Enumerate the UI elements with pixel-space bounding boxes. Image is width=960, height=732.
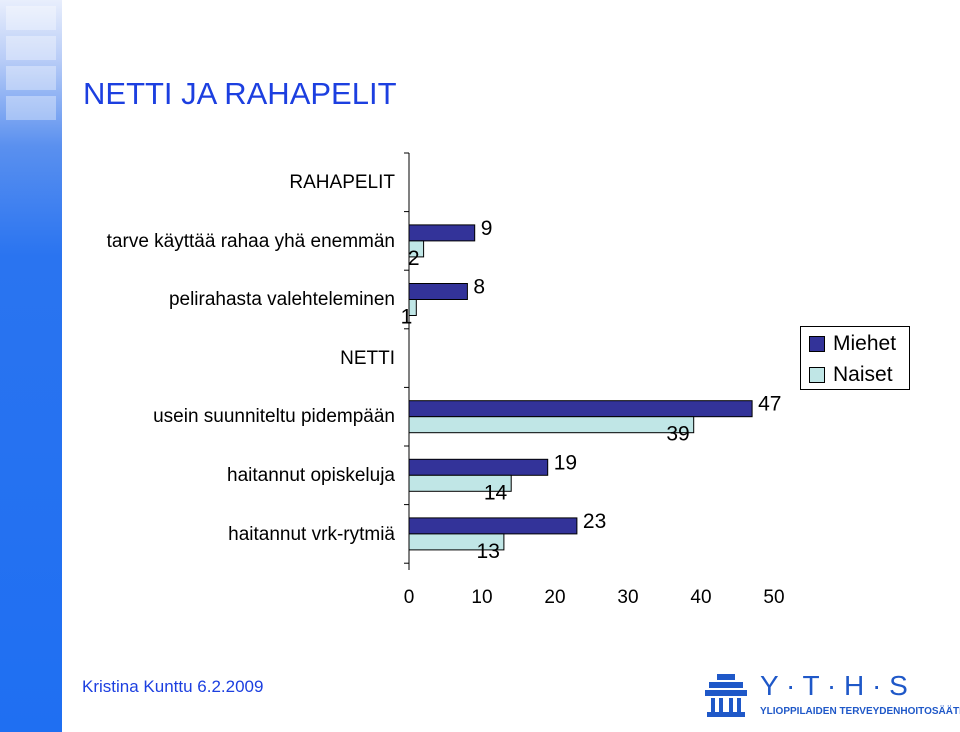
bar-miehet-haitannut-opiskeluja: [408, 458, 549, 476]
legend-item-naiset: Naiset: [809, 363, 893, 387]
data-label-naiset-haitannut-opiskeluja: 14: [484, 481, 508, 504]
data-label-naiset-tarve-käyttää-rahaa-yhä-enemmän: 2: [408, 247, 420, 270]
yths-logo-subtitle: YLIOPPILAIDEN TERVEYDENHOITOSÄÄTIÖ: [760, 706, 960, 717]
left-decorative-band: [0, 0, 62, 732]
legend-swatch-miehet: [809, 336, 825, 352]
slide-title: NETTI JA RAHAPELIT: [83, 76, 397, 111]
category-label-netti: NETTI: [340, 348, 395, 369]
category-label-pidempaan: usein suunniteltu pidempään: [153, 406, 395, 427]
bar-naiset-haitannut-vrk-rytmiä: [408, 533, 505, 551]
x-tick-label: 50: [763, 587, 784, 608]
bar-naiset-usein-suunniteltu-pidempään: [408, 416, 695, 434]
x-tick-label: 30: [617, 587, 638, 608]
legend-item-miehet: Miehet: [809, 332, 896, 356]
bar-naiset-tarve-käyttää-rahaa-yhä-enemmän: [408, 240, 425, 258]
bar-miehet-tarve-käyttää-rahaa-yhä-enemmän: [408, 224, 476, 242]
data-label-miehet-pelirahasta-valehteleminen: 8: [473, 276, 485, 299]
category-label-rahapelit: RAHAPELIT: [289, 172, 395, 193]
chart-legend: Miehet Naiset: [800, 326, 910, 390]
legend-swatch-naiset: [809, 367, 825, 383]
bar-miehet-haitannut-vrk-rytmiä: [408, 517, 578, 535]
category-label-valehteleminen: pelirahasta valehteleminen: [168, 289, 395, 310]
data-label-miehet-haitannut-opiskeluja: 19: [554, 451, 577, 474]
bar-miehet-pelirahasta-valehteleminen: [408, 283, 468, 300]
x-tick-label: 10: [471, 587, 492, 608]
legend-label-miehet: Miehet: [833, 332, 897, 355]
x-tick-label: 0: [404, 587, 415, 608]
data-label-naiset-usein-suunniteltu-pidempään: 39: [666, 423, 689, 446]
category-label-opiskeluja: haitannut opiskeluja: [227, 465, 395, 486]
data-label-miehet-haitannut-vrk-rytmiä: 23: [583, 510, 606, 533]
legend-label-naiset: Naiset: [833, 363, 893, 386]
category-label-tarve: tarve käyttää rahaa yhä enemmän: [106, 231, 395, 252]
yths-logo-letters: Y · T · H · S: [760, 670, 908, 701]
x-tick-label: 40: [690, 587, 711, 608]
bar-naiset-haitannut-opiskeluja: [408, 474, 512, 492]
data-label-miehet-usein-suunniteltu-pidempään: 47: [758, 393, 781, 416]
yths-emblem-icon: [705, 674, 747, 717]
bar-naiset-pelirahasta-valehteleminen: [408, 299, 417, 316]
category-label-vrk-rytmia: haitannut vrk-rytmiä: [228, 524, 395, 545]
data-label-naiset-haitannut-vrk-rytmiä: 13: [477, 540, 500, 563]
footer-author: Kristina Kunttu 6.2.2009: [82, 677, 264, 696]
x-tick-label: 20: [544, 587, 565, 608]
bar-miehet-usein-suunniteltu-pidempään: [408, 400, 753, 418]
data-label-miehet-tarve-käyttää-rahaa-yhä-enemmän: 9: [481, 217, 493, 240]
data-label-naiset-pelirahasta-valehteleminen: 1: [401, 306, 413, 329]
